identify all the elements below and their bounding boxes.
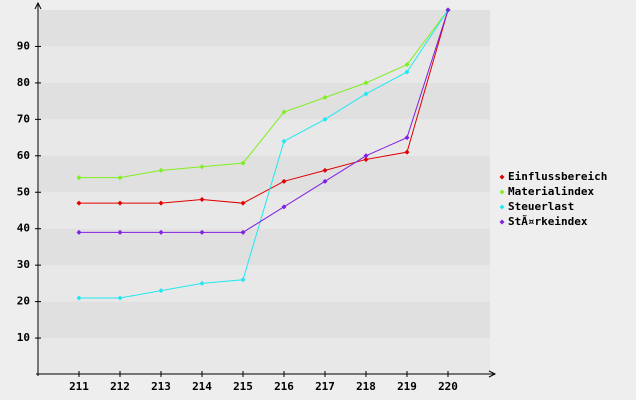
plot-bands	[39, 10, 490, 375]
legend-label: Steuerlast	[508, 200, 574, 213]
x-tick-label: 212	[110, 380, 130, 393]
point	[404, 62, 410, 68]
y-tick-label: 90	[17, 39, 30, 52]
point	[158, 288, 164, 294]
point	[363, 156, 369, 162]
grid-band	[39, 119, 490, 156]
point	[76, 295, 82, 301]
point	[117, 295, 123, 301]
grid-band	[39, 155, 490, 193]
x-tick-label: 216	[274, 380, 294, 393]
x-tick-label: 217	[315, 380, 335, 393]
point	[199, 229, 205, 235]
point	[404, 135, 410, 141]
point	[322, 116, 328, 122]
grid-band	[39, 301, 490, 339]
point	[404, 69, 410, 75]
point	[322, 178, 328, 184]
grid-band	[39, 10, 490, 47]
point	[445, 7, 451, 13]
point	[363, 153, 369, 159]
grid-band	[39, 338, 490, 375]
x-tick-label: 215	[233, 380, 253, 393]
point	[281, 204, 287, 210]
x-tick-label: 213	[151, 380, 171, 393]
legend-label: Einflussbereich	[508, 170, 607, 183]
grid-band	[39, 192, 490, 229]
legend-marker	[499, 189, 505, 195]
y-tick-label: 50	[17, 185, 30, 198]
y-tick-label: 30	[17, 258, 30, 271]
x-tick-label: 219	[397, 380, 417, 393]
point	[117, 200, 123, 206]
x-tick-label: 218	[356, 380, 376, 393]
point	[158, 200, 164, 206]
y-tick-label: 40	[17, 222, 30, 235]
point	[117, 175, 123, 181]
grid-band	[39, 265, 490, 302]
x-tick-label: 220	[438, 380, 458, 393]
point	[76, 200, 82, 206]
series-line	[79, 9, 449, 204]
point	[240, 200, 246, 206]
legend-marker	[499, 219, 505, 225]
grid-band	[39, 46, 490, 83]
x-tick-label: 211	[69, 380, 89, 393]
y-tick-label: 20	[17, 295, 30, 308]
point	[199, 197, 205, 203]
y-arrow	[34, 1, 42, 10]
point	[76, 175, 82, 181]
point	[117, 229, 123, 235]
legend-marker	[499, 204, 505, 210]
x-tick-label: 214	[192, 380, 212, 393]
point	[322, 167, 328, 173]
y-tick-label: 60	[17, 149, 30, 162]
grid-band	[39, 228, 490, 266]
point	[281, 138, 287, 144]
point	[363, 80, 369, 86]
point	[76, 229, 82, 235]
point	[199, 280, 205, 286]
point	[281, 178, 287, 184]
series-line	[79, 9, 449, 233]
x-arrow	[488, 370, 497, 378]
point	[240, 277, 246, 283]
point	[404, 149, 410, 155]
point	[240, 229, 246, 235]
point	[240, 160, 246, 166]
series-line	[79, 9, 449, 299]
y-tick-label: 70	[17, 112, 30, 125]
y-tick-label: 10	[17, 331, 30, 344]
point	[158, 167, 164, 173]
point	[199, 164, 205, 170]
legend-label: StÃ¤rkeindex	[508, 215, 588, 228]
point	[281, 109, 287, 115]
point	[158, 229, 164, 235]
point	[322, 94, 328, 100]
point	[363, 91, 369, 97]
series-line	[79, 9, 449, 179]
y-tick-label: 80	[17, 76, 30, 89]
legend-label: Materialindex	[508, 185, 594, 198]
legend-marker	[499, 174, 505, 180]
